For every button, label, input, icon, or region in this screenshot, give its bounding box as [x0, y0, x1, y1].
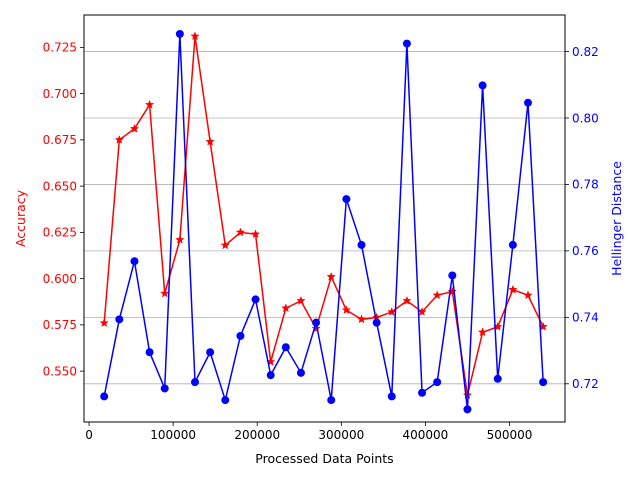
left-tick-label: 0.600 [43, 272, 77, 286]
hellinger-point [100, 392, 109, 401]
accuracy-point [523, 290, 533, 300]
hellinger-point [357, 240, 366, 249]
hellinger-point [160, 384, 169, 393]
right-tick-label: 0.82 [572, 45, 599, 59]
left-tick-label: 0.650 [43, 179, 77, 193]
hellinger-point [175, 29, 184, 38]
accuracy-point [508, 284, 518, 294]
right-tick-label: 0.74 [572, 311, 599, 325]
accuracy-point [281, 303, 291, 313]
accuracy-point [402, 295, 412, 305]
hellinger-point [342, 195, 351, 204]
accuracy-point [114, 134, 124, 144]
x-tick-label: 100000 [150, 428, 196, 442]
hellinger-point [387, 392, 396, 401]
x-tick-label: 300000 [318, 428, 364, 442]
grid-lines [84, 51, 565, 385]
hellinger-point [327, 396, 336, 405]
hellinger-point [130, 257, 139, 266]
accuracy-point [175, 234, 185, 244]
hellinger-point [251, 295, 260, 304]
hellinger-point [524, 98, 532, 107]
hellinger-point [448, 271, 457, 280]
x-tick-label: 0 [85, 428, 93, 442]
x-tick-label: 200000 [234, 428, 280, 442]
hellinger-point [508, 240, 517, 249]
hellinger-point [372, 318, 381, 327]
hellinger-point [539, 378, 548, 387]
accuracy-point [432, 290, 442, 300]
x-tick-label: 400000 [403, 428, 449, 442]
hellinger-series [100, 29, 548, 414]
accuracy-point [190, 31, 200, 41]
x-axis-label: Processed Data Points [255, 451, 393, 466]
accuracy-point [311, 323, 321, 333]
hellinger-point [493, 374, 502, 383]
hellinger-point [145, 348, 154, 357]
accuracy-point [129, 123, 140, 133]
accuracy-point [220, 240, 230, 250]
right-tick-label: 0.76 [572, 244, 599, 258]
accuracy-point [326, 271, 336, 281]
hellinger-point [266, 371, 275, 380]
left-tick-label: 0.550 [43, 364, 77, 378]
right-y-axis: 0.72 0.74 0.76 0.78 0.80 0.82 [565, 45, 599, 391]
hellinger-point [312, 318, 321, 327]
accuracy-point [356, 314, 367, 324]
left-tick-label: 0.700 [43, 87, 77, 101]
left-tick-label: 0.625 [43, 226, 77, 240]
hellinger-point [206, 348, 215, 357]
right-tick-label: 0.72 [572, 377, 599, 391]
hellinger-line [103, 33, 544, 410]
accuracy-line [103, 36, 544, 396]
left-tick-label: 0.575 [43, 318, 77, 332]
hellinger-point [115, 315, 124, 324]
accuracy-point [144, 99, 155, 109]
hellinger-point [236, 331, 245, 340]
accuracy-point [205, 136, 215, 146]
accuracy-point [477, 327, 488, 337]
hellinger-point [221, 396, 230, 405]
plot-frame [83, 14, 566, 423]
left-tick-label: 0.675 [43, 133, 77, 147]
left-y-axis: 0.550 0.575 0.600 0.625 0.650 0.675 0.700 0.725 [43, 41, 84, 378]
hellinger-point [478, 81, 487, 90]
x-axis: 0 100000 200000 300000 400000 500000 [85, 422, 532, 442]
x-tick-label: 500000 [487, 428, 533, 442]
accuracy-point [99, 318, 109, 327]
accuracy-point [341, 305, 352, 315]
right-tick-label: 0.80 [572, 111, 599, 125]
hellinger-point [281, 343, 290, 352]
accuracy-point [296, 295, 306, 305]
hellinger-point [433, 378, 442, 387]
right-tick-label: 0.78 [572, 178, 599, 192]
hellinger-point [402, 39, 411, 48]
hellinger-point [191, 378, 199, 387]
accuracy-point [160, 288, 170, 298]
left-tick-label: 0.725 [43, 41, 77, 55]
accuracy-point [447, 286, 457, 296]
hellinger-point [463, 405, 472, 414]
hellinger-point [296, 368, 305, 377]
hellinger-point [418, 388, 427, 397]
right-y-axis-label: Hellinger Distance [609, 161, 624, 276]
left-y-axis-label: Accuracy [13, 189, 28, 247]
accuracy-point [235, 227, 246, 237]
accuracy-point [250, 229, 261, 239]
